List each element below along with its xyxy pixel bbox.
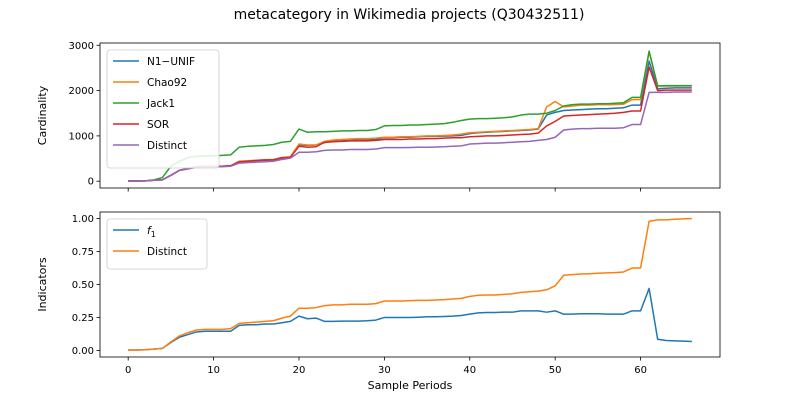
y-tick-label-1-3: 0.75 <box>72 247 94 258</box>
series-line-1-0 <box>128 287 692 351</box>
legend-box-1 <box>106 218 208 270</box>
figure-title: metacategory in Wikimedia projects (Q304… <box>234 7 585 23</box>
legend-label-0-4: Distinct <box>147 140 187 152</box>
y-tick-label-1-0: 0.00 <box>72 346 94 357</box>
y-tick-label-1-4: 1.00 <box>72 214 94 225</box>
legend-label-0-1: Chao92 <box>147 77 187 89</box>
y-tick-label-1-2: 0.50 <box>72 280 94 291</box>
y-tick-label-0-1: 1000 <box>69 131 94 142</box>
legend-label-1-0: f1 <box>147 225 156 239</box>
x-tick-label-1-5: 50 <box>549 365 562 376</box>
x-tick-label-1-2: 20 <box>293 365 306 376</box>
y-axis-label-1: Indicators <box>36 257 49 312</box>
axes-frame-0 <box>99 42 721 189</box>
top-subplot-cardinality: 0 1000 2000 3000 Cardinality N1−UNIF Chao92 Jac… <box>36 41 721 192</box>
y-tick-label-1-1: 0.25 <box>72 313 94 324</box>
legend-label-0-0: N1−UNIF <box>147 56 195 68</box>
legend-label-0-3: SOR <box>147 119 169 131</box>
y-axis-label-0: Cardinality <box>36 85 49 145</box>
x-tick-label-1-0: 0 <box>125 365 131 376</box>
series-line-1-1 <box>128 217 692 351</box>
x-tick-label-1-6: 60 <box>634 365 647 376</box>
bottom-subplot-indicators: 0 10 20 30 40 50 60 0.00 0.25 0.50 0.75 1.00 Indicat… <box>36 211 721 392</box>
x-tick-label-1-1: 10 <box>207 365 220 376</box>
legend-label-1-1: Distinct <box>147 246 187 258</box>
x-tick-label-1-4: 40 <box>463 365 476 376</box>
y-tick-label-0-2: 2000 <box>69 86 94 97</box>
series-line-0-4 <box>128 91 692 182</box>
y-tick-label-0-0: 0 <box>88 177 94 188</box>
legend-label-0-2: Jack1 <box>146 98 175 110</box>
x-tick-label-1-3: 30 <box>378 365 391 376</box>
x-axis-label-1: Sample Periods <box>368 379 453 392</box>
legend-box-0 <box>106 49 220 169</box>
y-tick-label-0-3: 3000 <box>69 41 94 52</box>
series-line-0-2 <box>128 50 692 182</box>
